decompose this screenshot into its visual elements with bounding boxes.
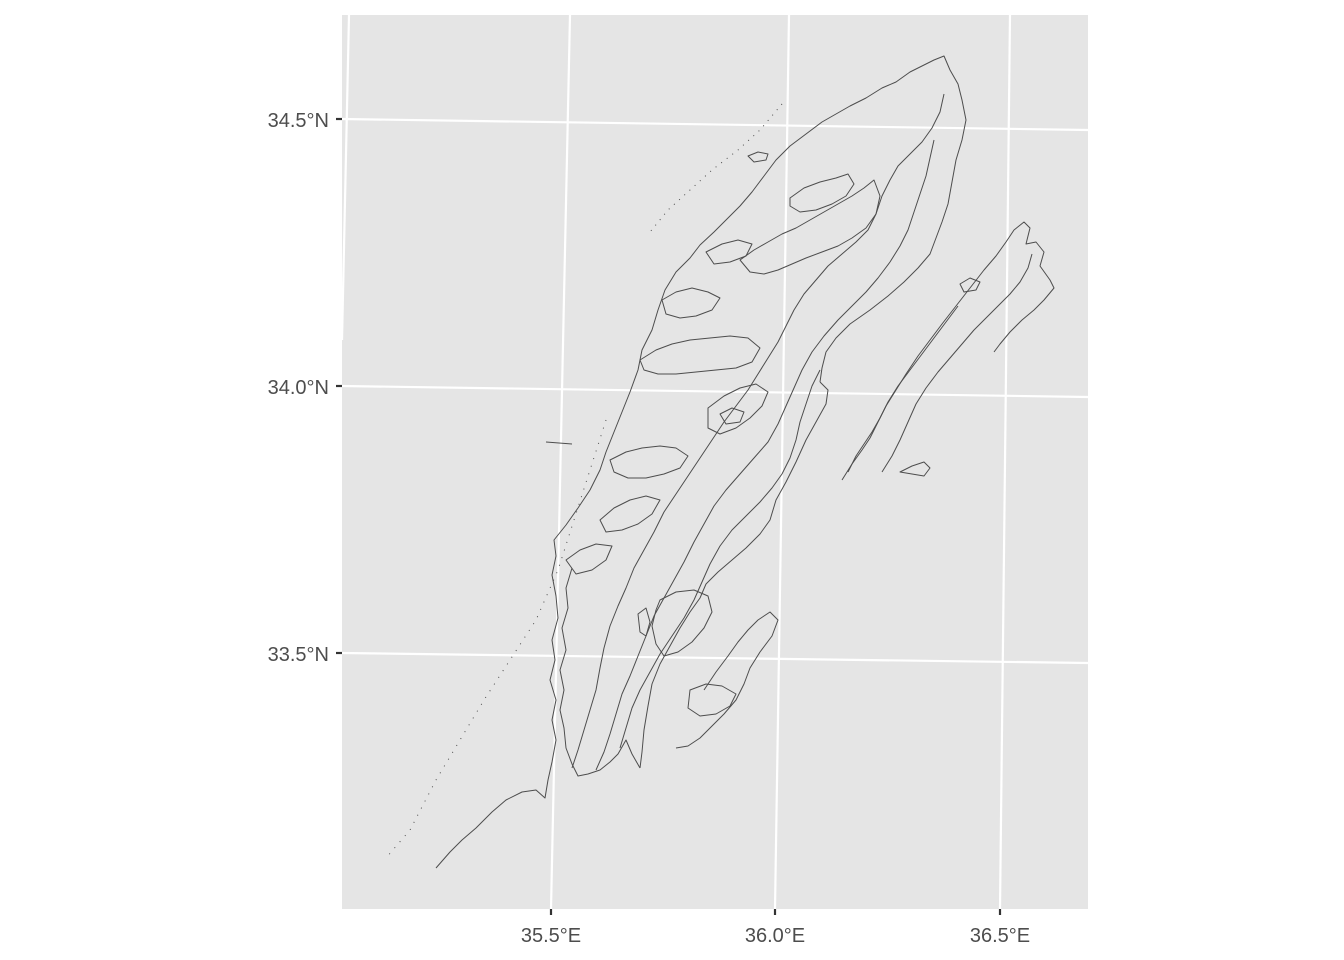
x-tick-label: 35.5°E [521, 925, 581, 947]
x-axis-labels: 35.5°E 36.0°E 36.5°E [521, 925, 1030, 947]
contour-inner-1 [571, 93, 945, 769]
meridian-35-5 [549, 14, 572, 910]
contour-antilebanon-ridge [899, 461, 931, 477]
contour-south-2 [637, 607, 651, 637]
parallel-34-5 [341, 117, 1089, 132]
y-tick-label: 34.5°N [268, 110, 329, 132]
contour-antilebanon-inner [881, 253, 1033, 473]
contour-antilebanon-west [847, 305, 959, 473]
axis-ticks [336, 117, 1002, 915]
x-tick-label: 36.0°E [745, 925, 805, 947]
contour-lines [385, 55, 1055, 869]
contour-north-peak [789, 173, 855, 213]
contour-east-coast [559, 567, 641, 777]
contour-central-1 [639, 335, 761, 375]
contour-north-ridge [739, 179, 881, 275]
contour-coast-segment [545, 441, 573, 445]
contour-antilebanon-summit [959, 277, 981, 293]
meridian-36-5 [998, 14, 1012, 910]
contour-inner-2 [595, 139, 935, 771]
contour-interior-b [705, 239, 753, 265]
meridian-35-0 [340, 14, 351, 341]
map-panel [342, 15, 1088, 909]
contour-central-2 [707, 383, 769, 435]
x-tick-label: 36.5°E [970, 925, 1030, 947]
contour-west-2 [565, 543, 613, 575]
contour-north-lake [747, 151, 769, 163]
contour-south-3 [687, 683, 737, 717]
parallel-34-0 [341, 384, 1089, 399]
y-axis-labels: 34.5°N 34.0°N 33.5°N [268, 110, 329, 666]
contour-inner-3 [619, 369, 821, 749]
parallel-33-5 [341, 651, 1089, 665]
graticule [340, 14, 1089, 910]
contour-interior-a [661, 287, 721, 319]
contour-south-1 [651, 589, 713, 657]
meridian-36-0 [773, 14, 791, 910]
y-tick-label: 33.5°N [268, 644, 329, 666]
contour-central-3 [609, 445, 689, 479]
contour-west-1 [599, 495, 661, 533]
contour-outer [435, 55, 967, 869]
y-tick-label: 34.0°N [268, 377, 329, 399]
contour-east-valley [639, 381, 829, 769]
contour-interior-c [719, 407, 745, 425]
contour-south-east [675, 611, 779, 749]
